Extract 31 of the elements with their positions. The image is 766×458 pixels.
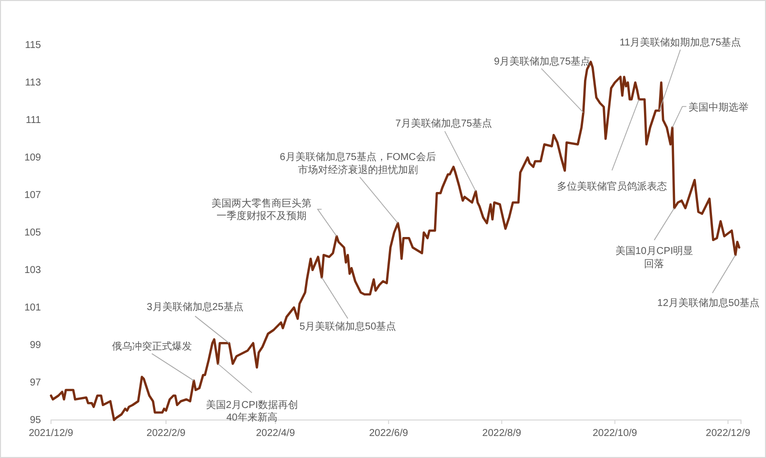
x-tick-label: 2021/12/9 <box>28 428 74 440</box>
y-tick-label: 107 <box>24 190 42 202</box>
annotation: 多位美联储官员鸽派表态 <box>556 180 667 192</box>
x-tick-label: 2022/2/9 <box>146 428 186 440</box>
annotation: 美国两大零售商巨头第一季度财报不及预期 <box>212 196 312 222</box>
x-tick-label: 2022/6/9 <box>369 428 408 440</box>
annotation: 11月美联储如期加息75基点 <box>620 36 742 48</box>
x-tick-label: 2022/8/9 <box>482 428 522 440</box>
y-tick-label: 97 <box>30 378 42 389</box>
annotation: 美国中期选举 <box>688 101 748 114</box>
y-tick-label: 111 <box>26 115 42 126</box>
annotation: 俄乌冲突正式爆发 <box>112 340 192 352</box>
annotation: 7月美联储加息75基点 <box>395 116 492 129</box>
y-tick-label: 103 <box>24 265 42 276</box>
annotation: 9月美联储加息75基点 <box>494 55 591 68</box>
y-tick-label: 101 <box>24 302 42 314</box>
x-tick-label: 2022/4/9 <box>256 428 296 440</box>
y-tick-label: 99 <box>30 340 42 352</box>
y-tick-label: 115 <box>25 40 42 52</box>
y-tick-label: 113 <box>25 78 42 89</box>
y-tick-label: 105 <box>24 228 42 239</box>
y-tick-label: 109 <box>24 152 42 164</box>
x-tick-label: 2022/12/9 <box>706 428 751 440</box>
x-tick-label: 2022/10/9 <box>592 428 638 440</box>
annotation: 5月美联储加息50基点 <box>299 320 396 332</box>
y-tick-label: 95 <box>30 415 42 426</box>
annotation: 6月美联储加息75基点，FOMC会后市场对经济衰退的担忧加剧 <box>280 150 436 176</box>
annotation: 12月美联储加息50基点 <box>657 296 760 309</box>
annotation: 3月美联储加息25基点 <box>146 300 244 313</box>
annotation: 美国2月CPI数据再创40年来新高 <box>206 398 298 424</box>
annotation: 美国10月CPI明显回落 <box>615 244 694 270</box>
